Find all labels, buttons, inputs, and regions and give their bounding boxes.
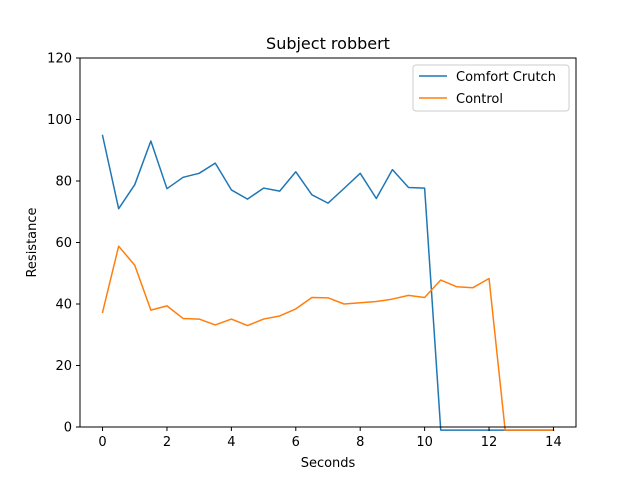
chart-title: Subject robbert [266, 34, 390, 53]
x-tick-label: 0 [98, 435, 106, 450]
y-tick-label: 80 [55, 175, 72, 190]
x-tick-label: 10 [416, 435, 433, 450]
x-tick-label: 2 [163, 435, 171, 450]
legend-box [412, 64, 570, 112]
x-tick-label: 4 [227, 435, 235, 450]
y-tick-label: 0 [64, 421, 72, 436]
x-axis-title: Seconds [301, 456, 356, 471]
y-tick-label: 100 [47, 113, 72, 128]
y-tick-label: 20 [55, 359, 72, 374]
x-axis-ticks: 0 2 4 6 8 10 12 14 [98, 427, 562, 450]
x-tick-label: 12 [481, 435, 498, 450]
series-layer [101, 134, 555, 431]
y-axis-ticks: 0 20 40 60 80 100 120 [47, 52, 80, 436]
y-tick-label: 40 [55, 298, 72, 313]
y-axis-title: Resistance [25, 207, 40, 277]
x-tick-label: 14 [545, 435, 562, 450]
x-tick-label: 8 [356, 435, 364, 450]
y-tick-label: 60 [55, 236, 72, 251]
x-tick-label: 6 [292, 435, 300, 450]
y-tick-label: 120 [47, 52, 72, 67]
legend-label: Comfort Crutch [456, 70, 556, 85]
legend: Comfort Crutch Control [412, 64, 570, 112]
legend-label: Control [456, 92, 503, 107]
